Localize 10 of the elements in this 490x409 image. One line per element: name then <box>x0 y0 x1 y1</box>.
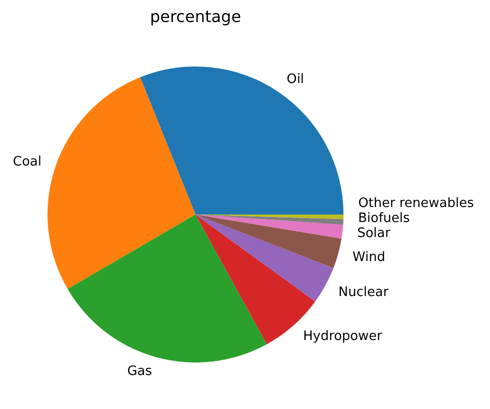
slice-label: Biofuels <box>358 210 410 226</box>
slice-label: Wind <box>352 250 386 265</box>
slice-label: Gas <box>127 364 152 379</box>
slice-label: Nuclear <box>338 284 390 300</box>
slice-label: Oil <box>286 72 304 88</box>
slice-label: Other renewables <box>358 196 474 211</box>
slice-label: Hydropower <box>303 329 383 344</box>
chart-title: percentage <box>150 7 242 26</box>
slice-label: Coal <box>12 154 42 170</box>
slice-label: Solar <box>357 226 391 241</box>
